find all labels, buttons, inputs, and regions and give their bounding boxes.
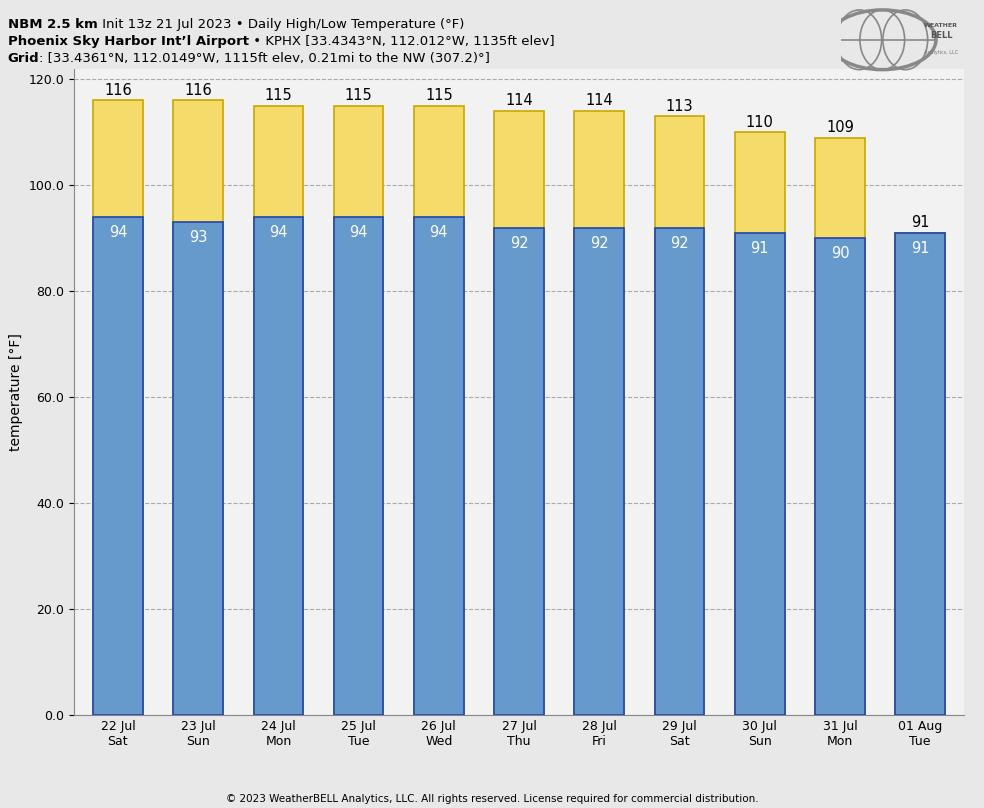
Text: Init 13z 21 Jul 2023 • Daily High/Low Temperature (°F): Init 13z 21 Jul 2023 • Daily High/Low Te… (97, 18, 464, 31)
Text: 91: 91 (751, 241, 769, 256)
Bar (895, 233, 945, 715)
Text: 91: 91 (911, 241, 930, 256)
Text: : [33.4361°N, 112.0149°W, 1115ft elev, 0.21mi to the NW (307.2)°]: : [33.4361°N, 112.0149°W, 1115ft elev, 0… (39, 52, 490, 65)
Text: 92: 92 (510, 236, 528, 250)
Text: Phoenix Sky Harbor Int’l Airport: Phoenix Sky Harbor Int’l Airport (8, 35, 249, 48)
Bar (93, 100, 143, 715)
Bar (575, 111, 624, 715)
Text: Grid: Grid (8, 52, 39, 65)
Bar (173, 100, 223, 715)
Bar (494, 111, 544, 715)
Text: © 2023 WeatherBELL Analytics, LLC. All rights reserved. License required for com: © 2023 WeatherBELL Analytics, LLC. All r… (225, 794, 759, 804)
Bar (735, 133, 784, 715)
Text: 92: 92 (670, 236, 689, 250)
Text: 109: 109 (826, 120, 854, 135)
Text: 92: 92 (590, 236, 608, 250)
Text: 110: 110 (746, 115, 773, 129)
Text: NBM 2.5 km: NBM 2.5 km (8, 18, 97, 31)
Bar (575, 228, 624, 715)
Bar (414, 106, 463, 715)
Text: 90: 90 (830, 246, 849, 261)
Text: 93: 93 (189, 230, 208, 246)
Bar (815, 238, 865, 715)
Text: 116: 116 (184, 83, 212, 98)
Text: 114: 114 (505, 94, 533, 108)
Bar (815, 137, 865, 715)
Bar (254, 217, 303, 715)
Bar (334, 106, 384, 715)
Bar (735, 233, 784, 715)
Text: 94: 94 (349, 225, 368, 240)
Text: 115: 115 (265, 88, 292, 103)
Text: 116: 116 (104, 83, 132, 98)
Bar (254, 106, 303, 715)
Bar (173, 222, 223, 715)
Bar (654, 116, 705, 715)
Text: 94: 94 (430, 225, 448, 240)
Text: Analytics, LLC: Analytics, LLC (924, 50, 958, 56)
Text: 115: 115 (425, 88, 453, 103)
Text: 91: 91 (911, 215, 930, 230)
Text: 115: 115 (344, 88, 373, 103)
Text: WEATHER: WEATHER (924, 23, 958, 28)
Bar (414, 217, 463, 715)
Bar (494, 228, 544, 715)
Text: 113: 113 (666, 99, 694, 114)
Text: 114: 114 (585, 94, 613, 108)
Text: 94: 94 (108, 225, 127, 240)
Bar (93, 217, 143, 715)
Bar (654, 228, 705, 715)
Y-axis label: temperature [°F]: temperature [°F] (9, 333, 23, 451)
Bar (895, 233, 945, 715)
Bar (334, 217, 384, 715)
Text: BELL: BELL (930, 31, 953, 40)
Text: • KPHX [33.4343°N, 112.012°W, 1135ft elev]: • KPHX [33.4343°N, 112.012°W, 1135ft ele… (249, 35, 555, 48)
Text: 94: 94 (270, 225, 287, 240)
